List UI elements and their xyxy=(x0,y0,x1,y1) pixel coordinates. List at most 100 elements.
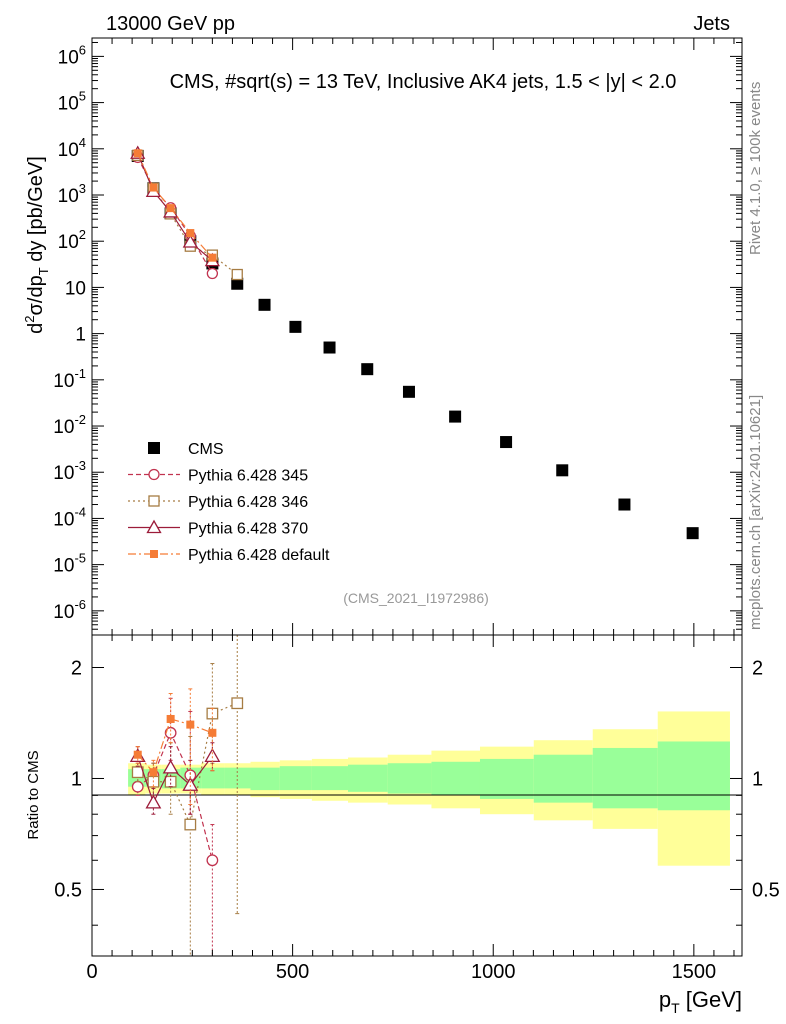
data-point xyxy=(618,498,631,511)
data-point xyxy=(133,149,142,158)
legend-marker xyxy=(148,468,160,481)
data-point xyxy=(231,277,244,290)
data-point xyxy=(231,268,243,281)
legend: CMS Pythia 6.428 345 Pythia 6.428 346 Pythi… xyxy=(128,441,330,564)
ratio-y-tick-label-right: 1 xyxy=(752,768,763,790)
data-point xyxy=(686,527,699,540)
header-energy: 13000 GeV pp xyxy=(106,13,235,35)
band-inner xyxy=(279,766,312,791)
data-point xyxy=(500,436,513,449)
main-y-tick-label: 10-6 xyxy=(53,597,86,623)
series-line xyxy=(137,155,238,276)
x-tick-label: 500 xyxy=(276,961,309,983)
band-inner xyxy=(311,766,348,791)
data-point xyxy=(556,464,569,477)
legend-marker xyxy=(146,519,162,534)
ratio-point xyxy=(204,747,221,763)
band-inner xyxy=(224,767,251,789)
ratio-point xyxy=(149,768,158,777)
data-point xyxy=(289,320,302,333)
legend-label: CMS xyxy=(188,441,224,458)
ratio-point xyxy=(184,818,197,831)
data-point xyxy=(449,410,462,423)
data-point xyxy=(149,183,158,192)
legend-marker xyxy=(148,442,160,454)
ratio-point xyxy=(162,759,179,774)
uncertainty-bands xyxy=(128,711,730,866)
ratio-line xyxy=(137,718,213,774)
data-point xyxy=(361,363,374,376)
band-inner xyxy=(592,747,658,809)
ratio-y-axis-label: Ratio to CMS xyxy=(25,750,42,839)
ratio-y-tick-label: 0.5 xyxy=(54,879,82,901)
legend-marker xyxy=(150,550,158,558)
main-y-tick-label: 104 xyxy=(58,135,86,161)
ratio-point xyxy=(206,854,219,867)
main-y-tick-label: 10-3 xyxy=(53,458,86,484)
rivet-version: Rivet 4.1.0, ≥ 100k events xyxy=(747,82,764,255)
data-point xyxy=(166,204,175,213)
legend-marker xyxy=(148,495,160,507)
x-tick-label: 1000 xyxy=(471,961,516,983)
band-inner xyxy=(201,767,225,789)
band-inner xyxy=(387,763,432,794)
analysis-label: (CMS_2021_I1972986) xyxy=(343,590,489,606)
x-tick-label: 1500 xyxy=(672,961,717,983)
ratio-y-tick-label-right: 2 xyxy=(752,657,763,679)
band-inner xyxy=(250,767,280,791)
main-y-tick-label: 105 xyxy=(58,89,86,115)
legend-label: Pythia 6.428 346 xyxy=(188,494,308,511)
ratio-point xyxy=(166,714,175,723)
series-pythia-6-428-346 xyxy=(132,149,243,281)
ratio-pythia-6-428-345 xyxy=(131,697,219,957)
main-panel: 10610510410310210110-110-210-310-410-510… xyxy=(22,37,743,636)
main-axis-ticks: 10610510410310210110-110-210-310-410-510… xyxy=(53,38,742,636)
main-series xyxy=(130,145,699,540)
band-inner xyxy=(657,741,730,811)
ratio-pythia-6-428-default xyxy=(133,688,217,806)
x-tick-label: 0 xyxy=(86,961,97,983)
main-y-axis-label: d2σ/dpT dy [pb/GeV] xyxy=(22,156,51,334)
x-axis-label: pT [GeV] xyxy=(659,987,742,1016)
main-y-tick-label: 10-2 xyxy=(53,412,86,438)
series-pythia-6-428-default xyxy=(133,149,217,262)
ratio-point xyxy=(131,780,144,793)
band-inner xyxy=(347,764,388,792)
band-inner xyxy=(479,758,534,799)
main-y-tick-label: 10-5 xyxy=(53,551,86,577)
ratio-point xyxy=(208,728,217,737)
ratio-point xyxy=(186,720,195,729)
main-y-tick-label: 103 xyxy=(58,181,86,207)
main-y-tick-label: 10-4 xyxy=(53,504,86,530)
ratio-y-tick-label: 1 xyxy=(71,768,82,790)
band-inner xyxy=(431,761,480,796)
ratio-y-tick-label: 2 xyxy=(71,657,82,679)
data-point xyxy=(402,385,415,398)
main-y-tick-label: 102 xyxy=(58,227,86,253)
main-chart-title: CMS, #sqrt(s) = 13 TeV, Inclusive AK4 je… xyxy=(170,71,677,93)
legend-label: Pythia 6.428 345 xyxy=(188,468,308,485)
main-y-tick-label: 10 xyxy=(65,278,86,299)
ratio-point xyxy=(164,775,177,788)
ratio-panel: 0.5 0.5 1 1 2 2 0 500 1000 1500 Ratio to CMS pT [… xyxy=(25,634,780,1016)
main-y-tick-label: 106 xyxy=(58,42,86,68)
ratio-point xyxy=(145,794,162,809)
data-point xyxy=(208,253,217,262)
data-point xyxy=(323,341,336,354)
header-process: Jets xyxy=(693,13,730,35)
ratio-point xyxy=(133,750,142,759)
ratio-series xyxy=(129,634,244,957)
source-site: mcplots.cern.ch [arXiv:2401.10621] xyxy=(747,395,764,630)
main-frame xyxy=(91,37,743,636)
legend-label: Pythia 6.428 370 xyxy=(188,521,308,538)
data-point xyxy=(258,298,271,311)
ratio-point xyxy=(231,697,244,710)
data-point xyxy=(206,267,219,280)
main-y-tick-label: 1 xyxy=(75,325,86,346)
main-y-tick-label: 10-1 xyxy=(53,366,86,392)
legend-label: Pythia 6.428 default xyxy=(188,547,330,564)
data-point xyxy=(182,234,198,248)
data-point xyxy=(186,229,195,238)
ratio-y-tick-label-right: 0.5 xyxy=(752,879,780,901)
